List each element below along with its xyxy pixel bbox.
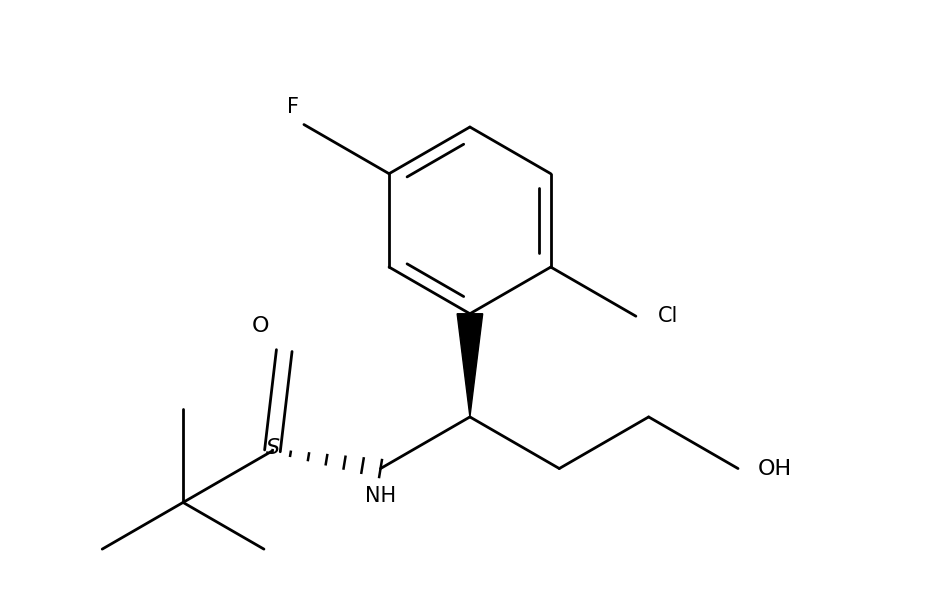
Text: OH: OH	[758, 459, 791, 478]
Text: Cl: Cl	[658, 306, 678, 326]
Text: S: S	[265, 438, 280, 458]
Text: O: O	[252, 316, 270, 336]
Polygon shape	[458, 314, 483, 417]
Text: F: F	[287, 97, 299, 117]
Text: NH: NH	[365, 486, 396, 507]
